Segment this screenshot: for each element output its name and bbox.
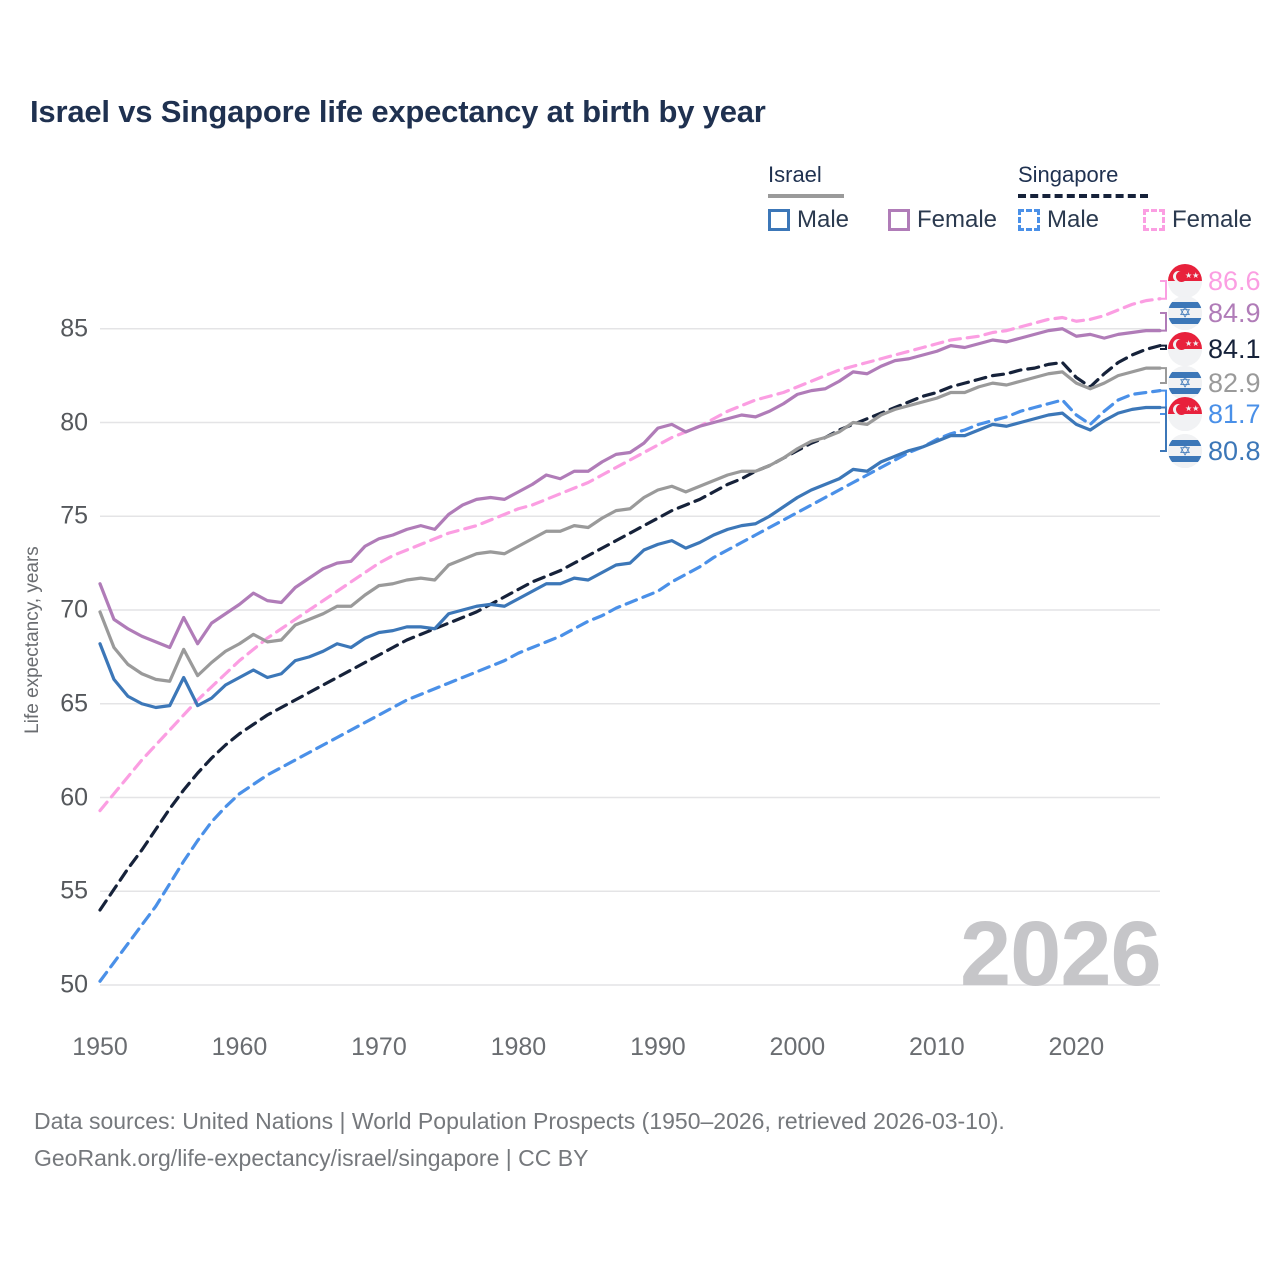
legend-group-israel-rule (768, 194, 844, 198)
series-line-singapore-total (98, 344, 1162, 912)
singapore-flag-icon: ★★ (1168, 264, 1202, 298)
leader-lines (1160, 280, 1167, 452)
series-line-singapore-male (98, 389, 1162, 983)
legend-label-singapore-male: Male (1047, 206, 1100, 233)
x-tick-label: 2020 (1048, 1033, 1105, 1061)
israel-flag-icon: ✡ (1168, 434, 1202, 468)
end-label-leader (1160, 389, 1167, 415)
legend-swatch-israel-female (888, 209, 910, 231)
end-label-value: 82.9 (1208, 367, 1261, 398)
chart-footer: Data sources: United Nations | World Pop… (34, 1103, 1234, 1178)
y-tick-label: 85 (60, 314, 88, 343)
singapore-flag-icon: ★★ (1168, 332, 1202, 366)
legend-item-israel-male[interactable]: Male (768, 206, 849, 234)
year-watermark: 2026 (960, 903, 1162, 1005)
end-label: ★★ 84.1 (1168, 331, 1261, 367)
legend-label-israel-male: Male (797, 206, 850, 233)
end-label-value: 81.7 (1208, 398, 1261, 429)
end-label-value: 84.1 (1208, 333, 1261, 364)
end-label-value: 84.9 (1208, 297, 1261, 328)
israel-flag-icon: ✡ (1168, 366, 1202, 400)
end-label-value: 86.6 (1208, 265, 1261, 296)
legend-swatch-singapore-male (1018, 209, 1040, 231)
end-label-leader (1160, 280, 1167, 300)
x-tick-label: 2000 (769, 1033, 826, 1061)
end-label: ✡ 80.8 (1168, 433, 1261, 469)
y-tick-label: 65 (60, 689, 88, 718)
y-tick-label: 70 (60, 595, 88, 624)
page-title: Israel vs Singapore life expectancy at b… (30, 94, 766, 129)
x-tick-label: 1960 (211, 1033, 268, 1061)
footer-line-sources: Data sources: United Nations | World Pop… (34, 1108, 1005, 1134)
series-line-israel-male (98, 405, 1162, 710)
end-label-leader (1160, 406, 1167, 452)
end-label: ★★ 86.6 (1168, 263, 1261, 299)
y-tick-label: 75 (60, 501, 88, 530)
y-tick-label: 50 (60, 970, 88, 999)
x-tick-label: 1970 (351, 1033, 407, 1061)
legend-label-singapore-female: Female (1172, 206, 1253, 233)
gridlines (100, 328, 1160, 986)
legend-group-singapore-rule (1018, 194, 1148, 198)
end-label: ★★ 81.7 (1168, 396, 1261, 432)
y-tick-label: 80 (60, 408, 88, 436)
singapore-flag-icon: ★★ (1168, 397, 1202, 431)
end-label-leader (1160, 367, 1167, 384)
end-label-leader (1160, 312, 1167, 332)
y-tick-label: 55 (60, 876, 88, 905)
end-label-value: 80.8 (1208, 435, 1261, 466)
series-lines (98, 297, 1162, 983)
legend-label-israel-female: Female (917, 206, 998, 233)
x-tick-label: 1990 (630, 1033, 686, 1061)
x-tick-label: 1980 (490, 1033, 547, 1061)
israel-flag-icon: ✡ (1168, 296, 1202, 330)
y-axis-title: Life expectancy, years (22, 546, 43, 734)
footer-line-attribution: GeoRank.org/life-expectancy/israel/singa… (34, 1145, 589, 1172)
x-tick-label: 2010 (909, 1033, 965, 1061)
series-line-israel-female (98, 327, 1162, 650)
end-label-leader (1160, 344, 1167, 350)
series-line-singapore-female (98, 297, 1162, 813)
end-label: ✡ 82.9 (1168, 365, 1261, 401)
legend-group-singapore-title: Singapore (1018, 162, 1119, 187)
legend-group-israel-title: Israel (768, 162, 822, 187)
legend-item-singapore-male[interactable]: Male (1018, 206, 1099, 234)
legend-swatch-singapore-female (1143, 209, 1165, 231)
legend-swatch-israel-male (768, 209, 790, 231)
series-line-israel-total (98, 366, 1162, 683)
chart-legend: Israel Singapore Male Female Male Female (760, 160, 1252, 240)
end-label: ✡ 84.9 (1168, 295, 1261, 331)
y-tick-label: 60 (60, 783, 88, 811)
legend-item-israel-female[interactable]: Female (888, 206, 997, 234)
legend-item-singapore-female[interactable]: Female (1143, 206, 1252, 234)
x-tick-label: 1950 (72, 1033, 128, 1061)
